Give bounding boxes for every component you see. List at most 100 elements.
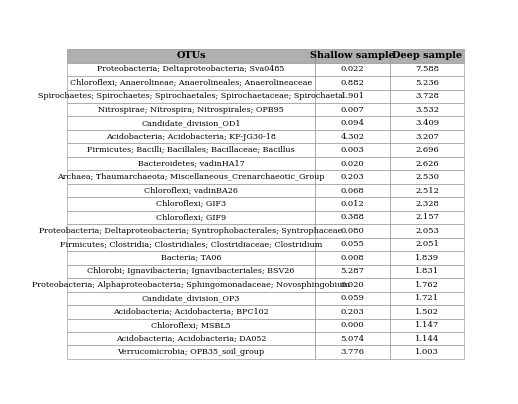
- Text: 0.203: 0.203: [341, 308, 364, 316]
- Bar: [315, 197, 390, 211]
- Bar: [67, 130, 315, 143]
- Text: 0.080: 0.080: [341, 227, 364, 235]
- Bar: [67, 90, 315, 103]
- Text: Chloroflexi; GIF9: Chloroflexi; GIF9: [156, 213, 226, 221]
- Bar: [67, 224, 315, 238]
- Bar: [390, 130, 464, 143]
- Text: Proteobacteria; Deltaproteobacteria; Sva0485: Proteobacteria; Deltaproteobacteria; Sva…: [97, 65, 285, 73]
- Text: Spirochaetes; Spirochaetes; Spirochaetales; Spirochaetaceae; Spirochaeta: Spirochaetes; Spirochaetes; Spirochaetal…: [38, 92, 343, 100]
- Bar: [67, 292, 315, 305]
- Bar: [390, 292, 464, 305]
- Text: Chloroflexi; Anaerolineae; Anaerolineales; Anaerolineaceae: Chloroflexi; Anaerolineae; Anaerolineale…: [70, 79, 312, 87]
- Bar: [390, 143, 464, 157]
- Text: 0.000: 0.000: [341, 321, 364, 329]
- Text: 0.094: 0.094: [340, 119, 365, 127]
- Bar: [390, 224, 464, 238]
- Bar: [67, 332, 315, 345]
- Text: Chlorobi; Ignavibacteria; Ignavibacteriales; BSV26: Chlorobi; Ignavibacteria; Ignavibacteria…: [87, 267, 295, 276]
- Text: 1.144: 1.144: [415, 335, 439, 343]
- Bar: [390, 90, 464, 103]
- Text: Proteobacteria; Alphaproteobacteria; Sphingomonadaceae; Novosphingobium: Proteobacteria; Alphaproteobacteria; Sph…: [32, 281, 350, 289]
- Text: Firmicutes; Clostridia; Clostridiales; Clostridiaceae; Clostridium: Firmicutes; Clostridia; Clostridiales; C…: [60, 240, 322, 248]
- Text: Proteobacteria; Deltaproteobacteria; Syntrophobacterales; Syntrophaceae: Proteobacteria; Deltaproteobacteria; Syn…: [39, 227, 342, 235]
- Text: 0.882: 0.882: [340, 79, 365, 87]
- Text: 2.530: 2.530: [415, 173, 439, 181]
- Bar: [390, 318, 464, 332]
- Text: 1.502: 1.502: [415, 308, 439, 316]
- Bar: [67, 76, 315, 90]
- Text: Chloroflexi; GIF3: Chloroflexi; GIF3: [156, 200, 226, 208]
- Bar: [67, 103, 315, 116]
- Bar: [390, 157, 464, 170]
- Text: Acidobacteria; Acidobacteria; KF-JG30-18: Acidobacteria; Acidobacteria; KF-JG30-18: [106, 133, 276, 141]
- Bar: [390, 238, 464, 251]
- Bar: [67, 49, 315, 63]
- Bar: [315, 76, 390, 90]
- Bar: [67, 184, 315, 197]
- Text: Verrucomicrobia; OPB35_soil_group: Verrucomicrobia; OPB35_soil_group: [118, 348, 265, 356]
- Text: 7.588: 7.588: [415, 65, 439, 73]
- Text: 1.839: 1.839: [415, 254, 439, 262]
- Text: 5.287: 5.287: [340, 267, 365, 276]
- Bar: [315, 90, 390, 103]
- Bar: [315, 305, 390, 318]
- Bar: [315, 238, 390, 251]
- Bar: [67, 305, 315, 318]
- Text: 2.626: 2.626: [415, 160, 439, 168]
- Text: 0.012: 0.012: [341, 200, 364, 208]
- Bar: [67, 265, 315, 278]
- Text: Chloroflexi; vadinBA26: Chloroflexi; vadinBA26: [144, 187, 238, 195]
- Bar: [67, 238, 315, 251]
- Text: 5.074: 5.074: [340, 335, 365, 343]
- Bar: [315, 211, 390, 224]
- Bar: [315, 157, 390, 170]
- Bar: [67, 116, 315, 130]
- Text: 4.302: 4.302: [340, 133, 365, 141]
- Bar: [390, 251, 464, 265]
- Text: Acidobacteria; Acidobacteria; BPC102: Acidobacteria; Acidobacteria; BPC102: [113, 308, 269, 316]
- Text: 2.696: 2.696: [415, 146, 439, 154]
- Text: 2.051: 2.051: [415, 240, 439, 248]
- Text: 0.003: 0.003: [341, 146, 364, 154]
- Text: 1.762: 1.762: [415, 281, 439, 289]
- Bar: [390, 197, 464, 211]
- Text: Chloroflexi; MSBL5: Chloroflexi; MSBL5: [151, 321, 231, 329]
- Text: Acidobacteria; Acidobacteria; DA052: Acidobacteria; Acidobacteria; DA052: [116, 335, 266, 343]
- Text: Firmicutes; Bacilli; Bacillales; Bacillaceae; Bacillus: Firmicutes; Bacilli; Bacillales; Bacilla…: [87, 146, 295, 154]
- Bar: [315, 63, 390, 76]
- Text: 3.409: 3.409: [415, 119, 439, 127]
- Text: Bacteroidetes; vadinHA17: Bacteroidetes; vadinHA17: [138, 160, 244, 168]
- Bar: [390, 211, 464, 224]
- Bar: [67, 251, 315, 265]
- Bar: [315, 224, 390, 238]
- Text: 1.721: 1.721: [415, 295, 439, 302]
- Text: 0.203: 0.203: [341, 173, 364, 181]
- Text: 0.055: 0.055: [340, 240, 365, 248]
- Bar: [67, 197, 315, 211]
- Bar: [315, 292, 390, 305]
- Bar: [390, 63, 464, 76]
- Bar: [390, 332, 464, 345]
- Text: 2.512: 2.512: [415, 187, 439, 195]
- Text: 3.776: 3.776: [340, 348, 365, 356]
- Bar: [390, 170, 464, 184]
- Bar: [390, 345, 464, 359]
- Text: 0.020: 0.020: [341, 281, 364, 289]
- Text: Nitrospirae; Nitrospira; Nitrospirales; OPB95: Nitrospirae; Nitrospira; Nitrospirales; …: [98, 106, 284, 114]
- Text: Deep sample: Deep sample: [392, 51, 462, 60]
- Text: Candidate_division_OP3: Candidate_division_OP3: [142, 295, 240, 302]
- Bar: [315, 278, 390, 292]
- Text: Bacteria; TA06: Bacteria; TA06: [161, 254, 221, 262]
- Text: 0.007: 0.007: [341, 106, 364, 114]
- Bar: [315, 143, 390, 157]
- Bar: [315, 318, 390, 332]
- Bar: [315, 265, 390, 278]
- Text: 1.901: 1.901: [340, 92, 365, 100]
- Text: Candidate_division_OD1: Candidate_division_OD1: [141, 119, 241, 127]
- Text: 1.003: 1.003: [415, 348, 439, 356]
- Bar: [67, 345, 315, 359]
- Text: OTUs: OTUs: [176, 51, 206, 60]
- Bar: [315, 184, 390, 197]
- Text: 5.236: 5.236: [415, 79, 439, 87]
- Bar: [67, 63, 315, 76]
